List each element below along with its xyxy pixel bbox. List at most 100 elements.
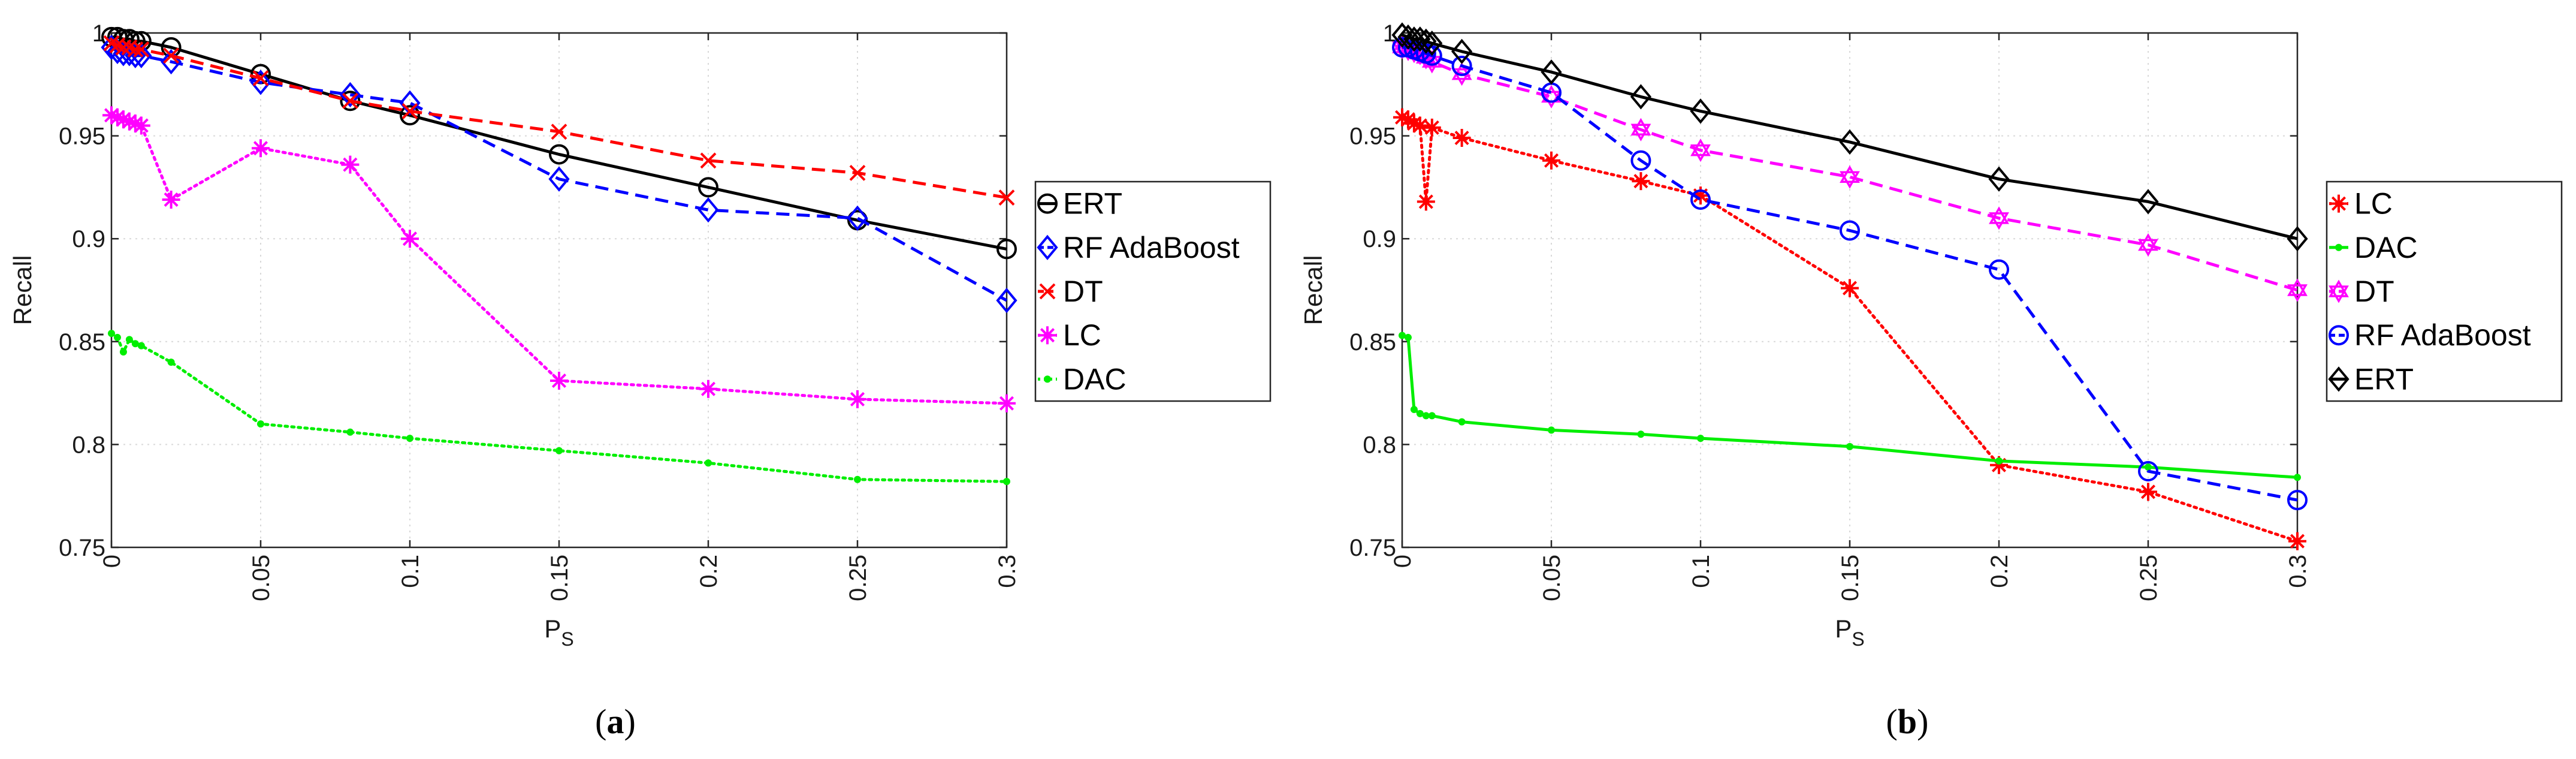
subfigure-label-letter: a [607,702,624,741]
subfigure-label-open: ( [1886,702,1898,741]
legend-label: LC [1063,318,1101,352]
data-point [1397,24,1419,50]
data-point [120,112,138,131]
legend-marker [1039,283,1056,300]
subfigure-label-open: ( [595,702,606,741]
data-point [2287,226,2308,252]
data-point [550,372,568,390]
data-point [699,380,717,398]
legend-marker [1037,193,1058,214]
data-point [1451,38,1473,65]
data-point [2137,189,2159,215]
x-axis-title: PS [544,615,573,650]
legend: LC DAC DT RF AdaBoost ERT [2326,180,2563,402]
panel-a: 0 0.05 0.1 0.15 0.2 0.25 0.3 0.75 0.8 0.85 0.9 0.95… [8,20,1272,741]
subfigure-label: (b) [1886,702,1929,741]
data-point [1542,151,1560,170]
data-point [131,340,139,348]
y-tick-label: 1 [1383,20,1396,47]
y-axis-title: Recall [8,255,37,326]
x-tick-label: 0.3 [994,555,1020,588]
series-line [1402,46,2298,502]
data-point [2139,483,2157,501]
data-point [1003,478,1010,486]
data-point [252,139,270,158]
data-point [1630,118,1651,141]
data-point [1548,426,1555,434]
data-point [250,70,271,95]
legend: ERT RF AdaBoost DT LC DAC [1034,180,1272,402]
x-axis-title-main: P [544,615,561,643]
legend-marker [2328,366,2349,392]
x-tick-label: 0.3 [2285,555,2311,588]
data-point [252,70,269,86]
x-tick-label: 0.2 [1986,555,2013,588]
data-point [1990,456,2008,474]
data-point [1632,172,1650,191]
data-point [125,336,133,344]
data-point [401,230,419,248]
legend-box [1034,180,1272,402]
data-point [1840,165,1860,189]
x-axis-title-subscript: S [561,628,573,650]
plot-area [111,33,1007,547]
x-tick-label: 0.15 [1837,555,1864,601]
data-point [1637,430,1645,438]
data-point [1415,28,1437,54]
legend-marker [2329,325,2349,346]
data-point [133,41,150,58]
legend-label: ERT [1063,187,1122,221]
y-tick-label: 0.95 [59,124,105,150]
data-point [1411,116,1429,135]
y-tick-label: 0.85 [59,329,105,356]
y-tick-label: 0.85 [1349,329,1396,356]
data-point [996,239,1017,260]
data-point [108,108,126,126]
legend-label: RF AdaBoost [2354,318,2531,352]
data-point [1422,412,1430,420]
data-point [2145,463,2152,471]
x-tick-label: 0 [1390,555,1416,568]
data-point [1399,332,1406,339]
data-point [2138,461,2158,482]
x-tick-label: 0.25 [845,555,871,601]
data-point [555,447,563,454]
data-point [849,164,866,181]
data-point [705,459,712,467]
data-point [108,330,115,338]
series-rf-adaboost [101,34,1017,314]
data-point [1452,129,1471,147]
series-line [111,41,1007,200]
data-point [1839,129,1861,155]
data-point [400,105,420,126]
data-point [2287,278,2308,302]
data-point [1404,333,1412,341]
series-dac [1399,332,2301,481]
data-point [1846,442,1853,450]
data-point [401,103,418,119]
series-lc [1393,108,2306,550]
data-point [847,205,868,231]
data-point [340,91,361,112]
data-point [1410,406,1418,414]
series-dt [103,35,1015,206]
data-point [2294,474,2301,481]
data-point [126,115,144,133]
panel-b: 0 0.05 0.1 0.15 0.2 0.25 0.3 0.75 0.8 0.85 0.9 0.95… [1299,20,2563,741]
series-lc [102,106,1016,412]
legend-label: DAC [1063,362,1127,396]
subfigure-label-close: ) [624,702,636,741]
legend-marker [2330,194,2348,213]
data-point [1399,110,1417,129]
data-point [854,475,861,483]
data-point [341,155,360,174]
legend-label: LC [2354,187,2393,221]
data-point [113,333,121,341]
data-point [257,420,264,428]
data-point [1403,26,1425,52]
legend-marker [1037,234,1058,260]
data-point [163,47,180,64]
data-point [551,124,567,140]
data-point [1393,108,1411,126]
